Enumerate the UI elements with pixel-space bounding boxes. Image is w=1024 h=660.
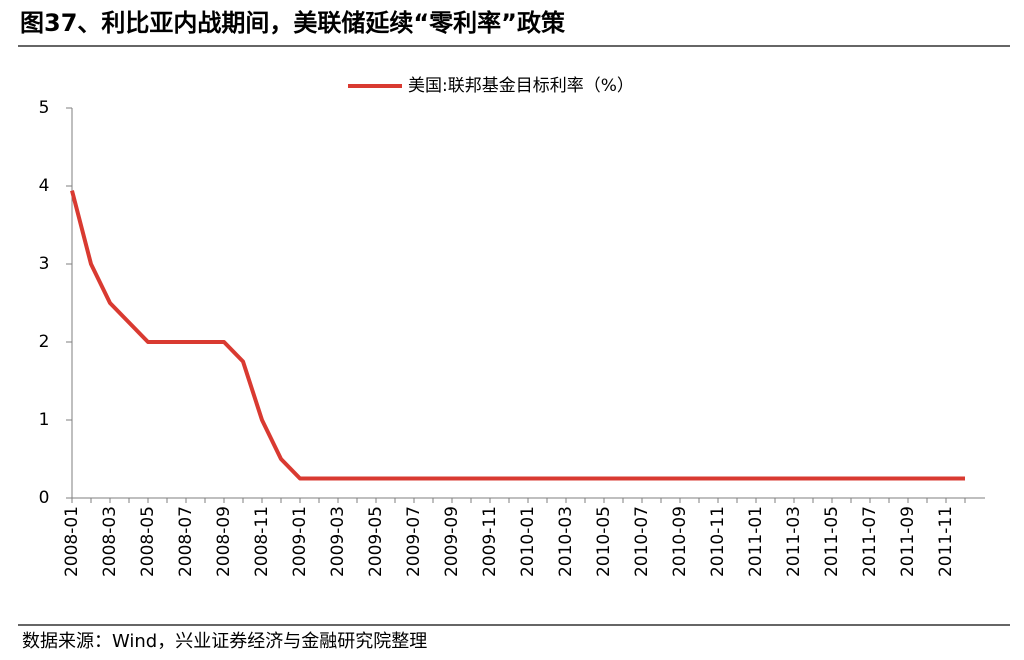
x-tick-label: 2008-01 [62, 506, 82, 577]
x-tick-label: 2010-05 [594, 506, 614, 577]
x-tick-label: 2009-07 [404, 506, 424, 577]
y-tick-label: 5 [39, 98, 50, 118]
x-tick-label: 2011-05 [822, 506, 842, 577]
y-tick-label: 1 [39, 410, 50, 430]
x-tick-label: 2008-03 [100, 506, 120, 577]
y-tick-label: 2 [39, 332, 50, 352]
x-tick-label: 2011-07 [860, 506, 880, 577]
x-tick-label: 2009-01 [290, 506, 310, 577]
x-tick-label: 2010-07 [632, 506, 652, 577]
x-tick-label: 2010-03 [556, 506, 576, 577]
x-tick-label: 2009-05 [366, 506, 386, 577]
x-tick-label: 2011-09 [898, 506, 918, 577]
x-tick-label: 2008-07 [176, 506, 196, 577]
x-tick-label: 2010-11 [708, 506, 728, 577]
x-tick-label: 2011-01 [746, 506, 766, 577]
y-tick-label: 3 [39, 254, 50, 274]
x-tick-label: 2009-09 [442, 506, 462, 577]
line [70, 190, 965, 481]
y-tick-label: 0 [39, 488, 50, 508]
x-tick-label: 2009-11 [480, 506, 500, 577]
x-tick-label: 2008-11 [252, 506, 272, 577]
x-tick-label: 2011-11 [936, 506, 956, 577]
x-tick-label: 2010-09 [670, 506, 690, 577]
y-tick-label: 4 [39, 176, 50, 196]
x-tick-label: 2009-03 [328, 506, 348, 577]
legend-label: 美国:联邦基金目标利率（%） [408, 76, 634, 96]
x-tick-label: 2008-05 [138, 506, 158, 577]
x-tick-label: 2008-09 [214, 506, 234, 577]
chart-title: 图37、利比亚内战期间，美联储延续“零利率”政策 [20, 9, 566, 37]
x-tick-label: 2011-03 [784, 506, 804, 577]
source: 数据来源：Wind，兴业证券经济与金融研究院整理 [22, 631, 427, 652]
x-tick-label: 2010-01 [518, 506, 538, 577]
